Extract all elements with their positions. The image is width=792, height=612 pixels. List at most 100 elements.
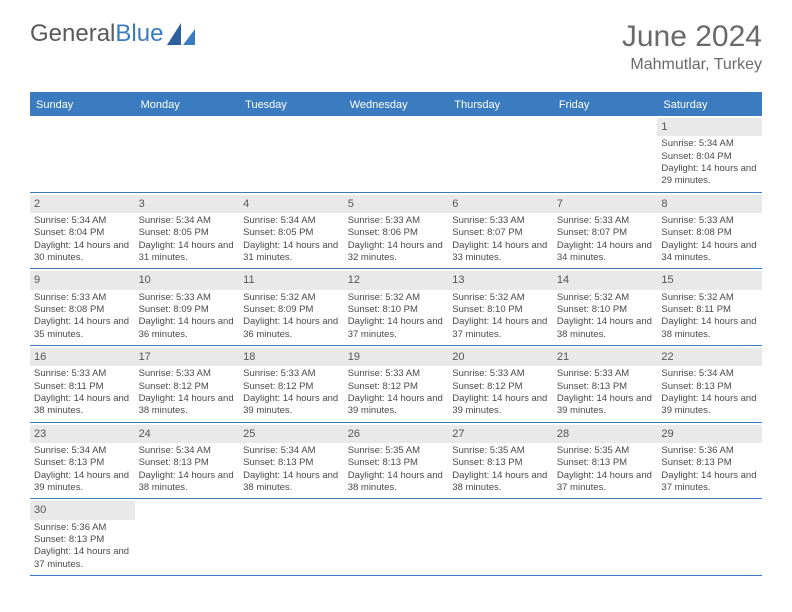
- day-number: 24: [135, 425, 240, 443]
- calendar-day: 9 Sunrise: 5:33 AMSunset: 8:08 PMDaylight…: [30, 269, 135, 345]
- day-number: 16: [30, 348, 135, 366]
- calendar-day: 29 Sunrise: 5:36 AMSunset: 8:13 PMDayligh…: [657, 423, 762, 499]
- day-details: Sunrise: 5:33 AMSunset: 8:12 PMDaylight:…: [139, 368, 236, 417]
- day-details: Sunrise: 5:36 AMSunset: 8:13 PMDaylight:…: [661, 445, 758, 494]
- day-details: Sunrise: 5:32 AMSunset: 8:10 PMDaylight:…: [557, 292, 654, 341]
- day-number: 28: [553, 425, 658, 443]
- calendar-day: 3Sunrise: 5:34 AMSunset: 8:05 PMDaylight…: [135, 193, 240, 269]
- day-number: 29: [657, 425, 762, 443]
- calendar-day: 30Sunrise: 5:36 AMSunset: 8:13 PMDayligh…: [30, 499, 135, 575]
- logo-text-1: General: [30, 20, 115, 48]
- day-number: 15: [657, 271, 762, 289]
- calendar-day: 20 Sunrise: 5:33 AMSunset: 8:12 PMDayligh…: [448, 346, 553, 422]
- day-details: Sunrise: 5:35 AMSunset: 8:13 PMDaylight:…: [557, 445, 654, 494]
- calendar-day: 24 Sunrise: 5:34 AMSunset: 8:13 PMDayligh…: [135, 423, 240, 499]
- calendar-day: 22 Sunrise: 5:34 AMSunset: 8:13 PMDayligh…: [657, 346, 762, 422]
- day-details: Sunrise: 5:33 AMSunset: 8:12 PMDaylight:…: [243, 368, 340, 417]
- month-title: June 2024: [622, 20, 762, 54]
- day-number: 12: [344, 271, 449, 289]
- calendar-week: 2 Sunrise: 5:34 AMSunset: 8:04 PMDaylight…: [30, 193, 762, 270]
- day-number: 27: [448, 425, 553, 443]
- calendar-day: 28 Sunrise: 5:35 AMSunset: 8:13 PMDayligh…: [553, 423, 658, 499]
- day-number: 9: [30, 271, 135, 289]
- day-details: Sunrise: 5:34 AMSunset: 8:05 PMDaylight:…: [243, 215, 340, 264]
- weekday-label: Thursday: [448, 94, 553, 116]
- day-number: 11: [239, 271, 344, 289]
- calendar-day: 5 Sunrise: 5:33 AMSunset: 8:06 PMDaylight…: [344, 193, 449, 269]
- calendar-day: 8Sunrise: 5:33 AMSunset: 8:08 PMDaylight…: [657, 193, 762, 269]
- calendar-day: 25Sunrise: 5:34 AMSunset: 8:13 PMDayligh…: [239, 423, 344, 499]
- day-details: Sunrise: 5:33 AMSunset: 8:08 PMDaylight:…: [34, 292, 131, 341]
- day-details: Sunrise: 5:33 AMSunset: 8:11 PMDaylight:…: [34, 368, 131, 417]
- day-number: 5: [344, 195, 449, 213]
- day-details: Sunrise: 5:32 AMSunset: 8:10 PMDaylight:…: [348, 292, 445, 341]
- calendar-day-empty: [448, 116, 553, 192]
- day-details: Sunrise: 5:35 AMSunset: 8:13 PMDaylight:…: [452, 445, 549, 494]
- calendar-day-empty: [135, 499, 240, 575]
- day-number: 2: [30, 195, 135, 213]
- calendar-day-empty: [553, 499, 658, 575]
- day-details: Sunrise: 5:33 AMSunset: 8:08 PMDaylight:…: [661, 215, 758, 264]
- day-number: 30: [30, 501, 135, 519]
- header: GeneralBlue June 2024 Mahmutlar, Turkey: [0, 0, 792, 84]
- day-number: 13: [448, 271, 553, 289]
- day-number: 4: [239, 195, 344, 213]
- calendar-week: 23Sunrise: 5:34 AMSunset: 8:13 PMDayligh…: [30, 423, 762, 500]
- day-details: Sunrise: 5:32 AMSunset: 8:09 PMDaylight:…: [243, 292, 340, 341]
- calendar-grid: 1 Sunrise: 5:34 AMSunset: 8:04 PMDaylight…: [30, 116, 762, 576]
- day-number: 20: [448, 348, 553, 366]
- calendar-day: 21 Sunrise: 5:33 AMSunset: 8:13 PMDayligh…: [553, 346, 658, 422]
- logo: GeneralBlue: [30, 20, 195, 48]
- calendar-day-empty: [553, 116, 658, 192]
- day-details: Sunrise: 5:33 AMSunset: 8:07 PMDaylight:…: [452, 215, 549, 264]
- day-number: 18: [239, 348, 344, 366]
- calendar-day-empty: [239, 499, 344, 575]
- calendar-day: 15Sunrise: 5:32 AMSunset: 8:11 PMDayligh…: [657, 269, 762, 345]
- calendar-day: 13 Sunrise: 5:32 AMSunset: 8:10 PMDayligh…: [448, 269, 553, 345]
- logo-text-2: Blue: [115, 20, 163, 48]
- day-number: 26: [344, 425, 449, 443]
- day-details: Sunrise: 5:34 AMSunset: 8:13 PMDaylight:…: [661, 368, 758, 417]
- day-details: Sunrise: 5:34 AMSunset: 8:13 PMDaylight:…: [139, 445, 236, 494]
- weekday-label: Wednesday: [344, 94, 449, 116]
- day-details: Sunrise: 5:33 AMSunset: 8:13 PMDaylight:…: [557, 368, 654, 417]
- calendar-day: 4 Sunrise: 5:34 AMSunset: 8:05 PMDaylight…: [239, 193, 344, 269]
- calendar-day: 14 Sunrise: 5:32 AMSunset: 8:10 PMDayligh…: [553, 269, 658, 345]
- day-details: Sunrise: 5:34 AMSunset: 8:13 PMDaylight:…: [243, 445, 340, 494]
- calendar-day: 10Sunrise: 5:33 AMSunset: 8:09 PMDayligh…: [135, 269, 240, 345]
- day-details: Sunrise: 5:34 AMSunset: 8:04 PMDaylight:…: [34, 215, 131, 264]
- day-number: 1: [657, 118, 762, 136]
- calendar-day: 19Sunrise: 5:33 AMSunset: 8:12 PMDayligh…: [344, 346, 449, 422]
- weekday-label: Saturday: [657, 94, 762, 116]
- day-number: 14: [553, 271, 658, 289]
- calendar-day-empty: [344, 499, 449, 575]
- calendar-week: 30Sunrise: 5:36 AMSunset: 8:13 PMDayligh…: [30, 499, 762, 576]
- calendar: SundayMondayTuesdayWednesdayThursdayFrid…: [30, 92, 762, 576]
- calendar-day: 16 Sunrise: 5:33 AMSunset: 8:11 PMDayligh…: [30, 346, 135, 422]
- calendar-day: 11 Sunrise: 5:32 AMSunset: 8:09 PMDayligh…: [239, 269, 344, 345]
- day-details: Sunrise: 5:35 AMSunset: 8:13 PMDaylight:…: [348, 445, 445, 494]
- day-details: Sunrise: 5:33 AMSunset: 8:07 PMDaylight:…: [557, 215, 654, 264]
- day-details: Sunrise: 5:33 AMSunset: 8:06 PMDaylight:…: [348, 215, 445, 264]
- day-number: 21: [553, 348, 658, 366]
- day-details: Sunrise: 5:33 AMSunset: 8:12 PMDaylight:…: [348, 368, 445, 417]
- weekday-label: Tuesday: [239, 94, 344, 116]
- day-details: Sunrise: 5:34 AMSunset: 8:05 PMDaylight:…: [139, 215, 236, 264]
- calendar-week: 9 Sunrise: 5:33 AMSunset: 8:08 PMDaylight…: [30, 269, 762, 346]
- location: Mahmutlar, Turkey: [622, 56, 762, 74]
- day-number: 7: [553, 195, 658, 213]
- day-details: Sunrise: 5:34 AMSunset: 8:13 PMDaylight:…: [34, 445, 131, 494]
- day-details: Sunrise: 5:33 AMSunset: 8:12 PMDaylight:…: [452, 368, 549, 417]
- day-details: Sunrise: 5:32 AMSunset: 8:10 PMDaylight:…: [452, 292, 549, 341]
- day-number: 17: [135, 348, 240, 366]
- calendar-day: 7 Sunrise: 5:33 AMSunset: 8:07 PMDaylight…: [553, 193, 658, 269]
- weekday-label: Sunday: [30, 94, 135, 116]
- day-details: Sunrise: 5:33 AMSunset: 8:09 PMDaylight:…: [139, 292, 236, 341]
- weekday-label: Friday: [553, 94, 658, 116]
- calendar-day: 12 Sunrise: 5:32 AMSunset: 8:10 PMDayligh…: [344, 269, 449, 345]
- calendar-day-empty: [239, 116, 344, 192]
- calendar-day: 2 Sunrise: 5:34 AMSunset: 8:04 PMDaylight…: [30, 193, 135, 269]
- day-number: 22: [657, 348, 762, 366]
- calendar-day: 6Sunrise: 5:33 AMSunset: 8:07 PMDaylight…: [448, 193, 553, 269]
- calendar-day: 17 Sunrise: 5:33 AMSunset: 8:12 PMDayligh…: [135, 346, 240, 422]
